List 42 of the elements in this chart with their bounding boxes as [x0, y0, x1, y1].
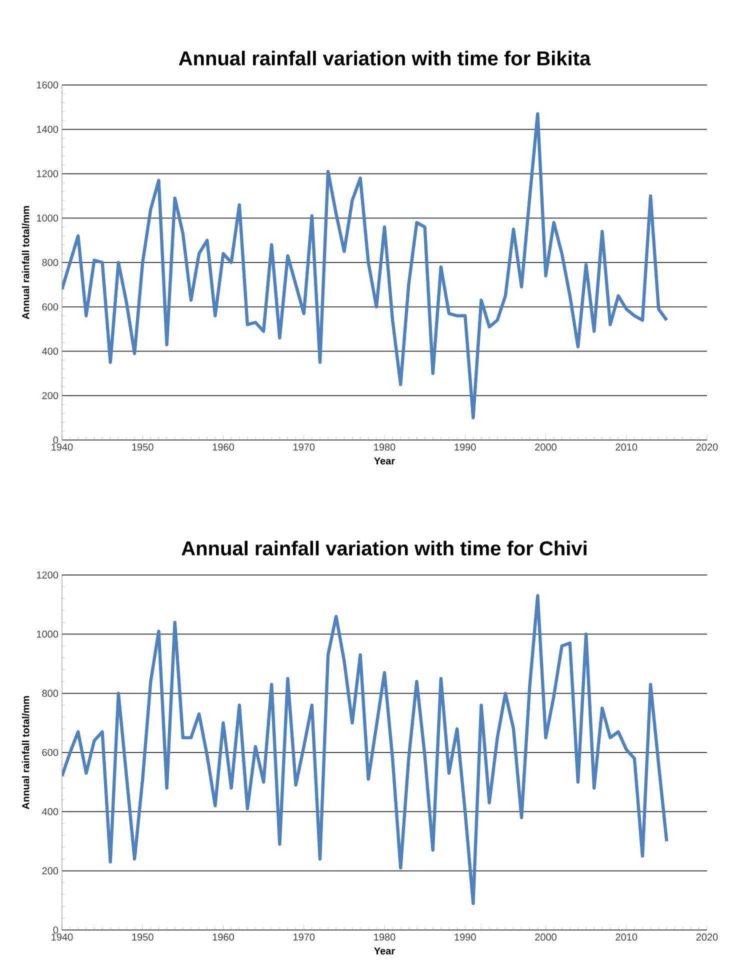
line-series — [62, 594, 668, 905]
x-tick-label: 2010 — [616, 934, 638, 941]
x-tick-label: 2000 — [535, 934, 556, 941]
chart-title: Annual rainfall variation with time for Bikita — [178, 50, 591, 66]
x-tick-label: 1950 — [132, 444, 154, 451]
y-tick-label: 600 — [42, 303, 58, 310]
x-axis-title: Year — [374, 947, 395, 954]
x-tick-label: 1950 — [132, 934, 154, 941]
y-tick-label: 1200 — [36, 571, 58, 579]
y-tick-label: 200 — [42, 392, 58, 400]
y-tick-label: 1200 — [36, 170, 58, 178]
y-tick-label: 0 — [53, 436, 58, 444]
y-tick-label: 0 — [53, 926, 58, 934]
y-tick-label: 1600 — [36, 81, 58, 89]
x-tick-label: 2020 — [696, 934, 718, 941]
x-tick-label: 2000 — [535, 444, 556, 451]
x-tick-label: 1970 — [294, 934, 315, 941]
y-tick-label: 1000 — [36, 630, 58, 638]
y-axis-title: Annual rainfall total/mm — [22, 206, 30, 320]
y-tick-label: 800 — [42, 258, 58, 266]
x-tick-label: 2020 — [696, 444, 718, 451]
y-tick-label: 1400 — [36, 126, 58, 133]
y-tick-label: 1000 — [36, 214, 58, 222]
y-tick-label: 400 — [42, 348, 58, 355]
x-tick-label: 2010 — [616, 444, 638, 451]
x-tick-label: 1940 — [52, 934, 73, 941]
line-series — [62, 112, 668, 420]
y-tick-label: 200 — [42, 867, 58, 874]
y-axis-title: Annual rainfall total/mm — [22, 696, 30, 810]
x-tick-label: 1960 — [212, 444, 234, 451]
x-axis-title: Year — [374, 457, 395, 464]
x-tick-label: 1980 — [374, 934, 396, 941]
x-tick-label: 1980 — [374, 444, 396, 451]
x-tick-label: 1960 — [212, 934, 234, 941]
x-tick-label: 1990 — [454, 444, 476, 451]
y-tick-label: 400 — [42, 808, 58, 816]
x-tick-label: 1970 — [294, 444, 315, 451]
x-tick-label: 1990 — [454, 934, 476, 941]
chart-title: Annual rainfall variation with time for Chivi — [182, 540, 586, 556]
x-tick-label: 1940 — [52, 444, 73, 451]
y-tick-label: 600 — [42, 748, 58, 756]
y-tick-label: 800 — [42, 690, 58, 697]
